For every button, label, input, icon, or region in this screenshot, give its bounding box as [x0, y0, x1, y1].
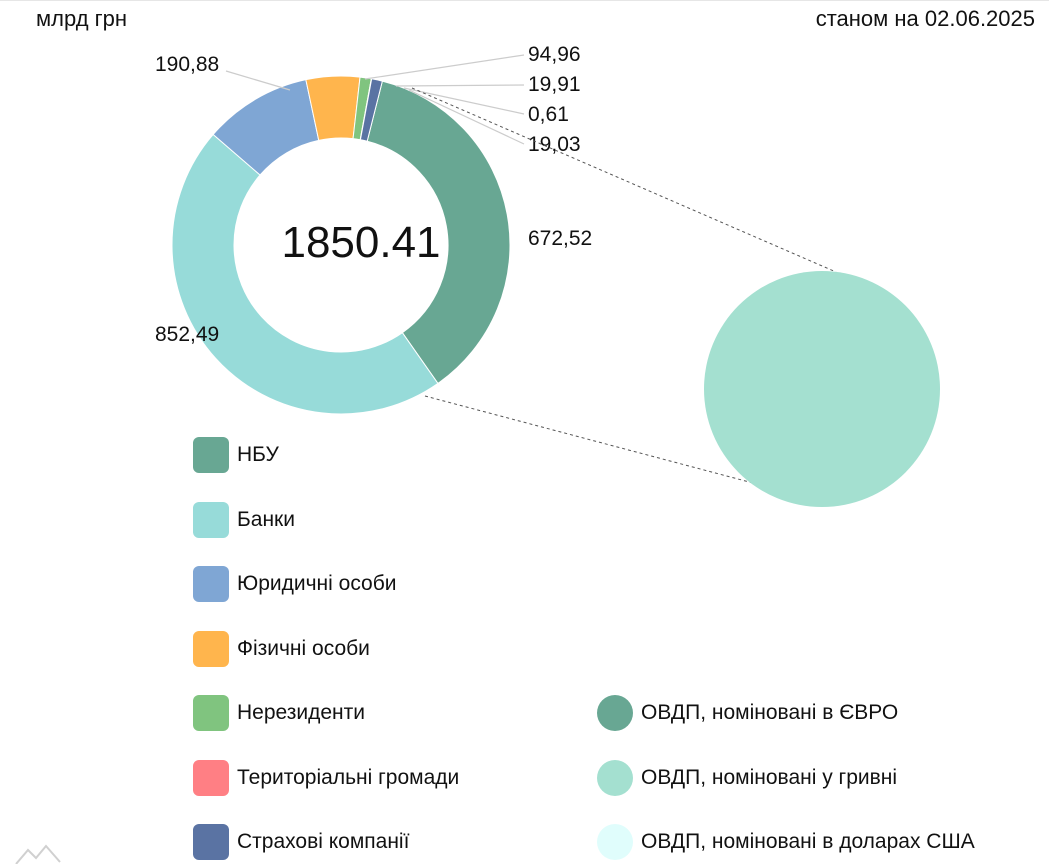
legend-item-фізичні-особи[interactable]: Фізичні особи — [193, 631, 370, 667]
legend-label: НБУ — [237, 443, 279, 466]
legend-item-страхові-компанії[interactable]: Страхові компанії — [193, 824, 409, 860]
slice-label-територіальні-громади: 0,61 — [528, 103, 569, 126]
slice-банки — [171, 133, 439, 415]
slice-label-юридичні-особи: 190,88 — [155, 53, 219, 76]
legend-item-юридичні-особи[interactable]: Юридичні особи — [193, 566, 397, 602]
slice-label-нерезиденти: 19,91 — [528, 73, 581, 96]
logo-mark — [15, 844, 61, 864]
leader-line-юридичні-особи — [225, 70, 291, 91]
legend-item-банки[interactable]: Банки — [193, 502, 295, 538]
legend-label: Фізичні особи — [237, 637, 370, 660]
slice-label-нбу: 672,52 — [528, 227, 592, 250]
leader-line-страхові-компанії — [408, 89, 525, 145]
breakout-connector-top — [411, 87, 837, 273]
slice-нбу — [366, 80, 511, 385]
leader-line-фізичні-особи — [364, 54, 525, 80]
legend-swatch — [193, 631, 229, 667]
legend-item-територіальні-громади[interactable]: Територіальні громади — [193, 760, 459, 796]
legend-label: Банки — [237, 508, 295, 531]
slice-label-фізичні-особи: 94,96 — [528, 43, 581, 66]
breakout-legend-item-овдп-номіновані-в-євро[interactable]: ОВДП, номіновані в ЄВРО — [597, 695, 898, 731]
legend-label: Нерезиденти — [237, 701, 365, 724]
legend-swatch — [193, 566, 229, 602]
legend-label: Юридичні особи — [237, 572, 397, 595]
breakout-legend-swatch — [597, 824, 633, 860]
legend-item-нерезиденти[interactable]: Нерезиденти — [193, 695, 365, 731]
breakout-legend-label: ОВДП, номіновані в доларах США — [641, 830, 975, 853]
legend-swatch — [193, 760, 229, 796]
breakout-legend-item-овдп-номіновані-у-гривні[interactable]: ОВДП, номіновані у гривні — [597, 760, 897, 796]
leader-line-нерезиденти — [395, 84, 525, 87]
legend-swatch — [193, 437, 229, 473]
breakout-legend-swatch — [597, 695, 633, 731]
legend-swatch — [193, 695, 229, 731]
breakout-legend-label: ОВДП, номіновані в ЄВРО — [641, 701, 899, 724]
breakout-legend-label: ОВДП, номіновані у гривні — [641, 766, 898, 789]
unit-label: млрд грн — [36, 6, 128, 31]
legend-label: Страхові компанії — [237, 830, 410, 853]
slice-страхові-компанії — [359, 78, 383, 142]
center-total: 1850.41 — [281, 218, 440, 267]
breakout-legend-swatch — [597, 760, 633, 796]
breakout-legend-item-овдп-номіновані-в-доларах-сша[interactable]: ОВДП, номіновані в доларах США — [597, 824, 975, 860]
leader-line-територіальні-громади — [403, 87, 525, 115]
top-border — [0, 0, 1049, 1]
slice-label-банки: 852,49 — [155, 323, 219, 346]
legend-swatch — [193, 502, 229, 538]
as-of-date: станом на 02.06.2025 — [815, 6, 1035, 31]
legend-swatch — [193, 824, 229, 860]
legend-label: Територіальні громади — [237, 766, 460, 789]
donut-chart: 672,52 852,49 190,88 94,96 19,91 0,61 19,03 185… — [155, 43, 940, 507]
breakout-pie — [704, 271, 940, 507]
legend-item-нбу[interactable]: НБУ — [193, 437, 279, 473]
slice-label-страхові-компанії: 19,03 — [528, 133, 581, 156]
